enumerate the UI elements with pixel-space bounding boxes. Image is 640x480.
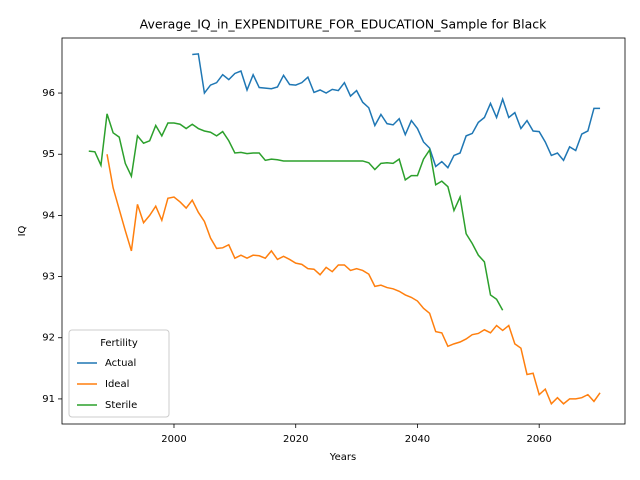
y-tick-label: 94 (42, 210, 55, 221)
y-tick-label: 93 (42, 272, 55, 283)
legend-label: Ideal (105, 379, 129, 390)
series-line (192, 53, 601, 169)
x-axis-label: Years (329, 452, 356, 463)
y-tick-label: 92 (42, 333, 55, 344)
legend-title: Fertility (100, 338, 138, 349)
series-line (106, 154, 601, 406)
y-tick-label: 95 (42, 149, 55, 160)
legend-label: Actual (105, 358, 136, 369)
y-tick-label: 96 (42, 88, 55, 99)
y-axis-label: IQ (17, 225, 28, 236)
chart-title: Average_IQ_in_EXPENDITURE_FOR_EDUCATION_… (140, 17, 547, 32)
x-tick-label: 2060 (526, 434, 551, 445)
legend-box (68, 329, 170, 418)
y-tick-label: 91 (42, 394, 55, 405)
x-tick-label: 2000 (161, 434, 186, 445)
x-tick-label: 2040 (405, 434, 430, 445)
legend-label: Sterile (105, 400, 137, 411)
series-line (88, 113, 504, 311)
x-tick-label: 2020 (283, 434, 308, 445)
plot-frame (61, 37, 626, 425)
